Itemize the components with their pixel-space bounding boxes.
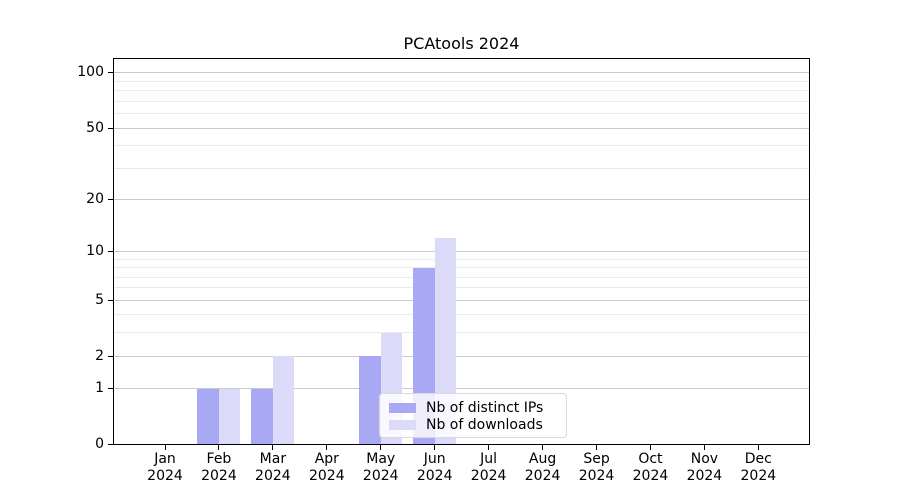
x-tick-year-sep: 2024 (578, 468, 615, 484)
x-tick-apr (326, 445, 328, 450)
x-tick-dec (757, 445, 759, 450)
x-tick-month-oct: Oct (638, 451, 663, 467)
x-tick-month-apr: Apr (314, 451, 339, 467)
x-tick-month-jun: Jun (423, 451, 446, 467)
x-tick-month-jan: Jan (154, 451, 176, 467)
x-tick-jul (488, 445, 490, 450)
y-tick-1 (108, 388, 113, 390)
legend-swatch-2 (389, 419, 416, 430)
x-tick-year-dec: 2024 (740, 468, 777, 484)
x-tick-year-jun: 2024 (416, 468, 453, 484)
x-tick-year-jul: 2024 (470, 468, 507, 484)
x-tick-jun (434, 445, 436, 450)
y-tick-0 (108, 444, 113, 445)
gridline-minor-80 (113, 90, 810, 92)
bar-downloads-feb (218, 388, 241, 445)
y-tick-10 (108, 250, 113, 252)
gridline-minor-4 (113, 314, 810, 316)
gridline-minor-6 (113, 287, 810, 289)
x-tick-feb (218, 445, 220, 450)
legend-label-1: Nb of distinct IPs (426, 399, 544, 416)
x-tick-month-jul: Jul (480, 451, 498, 467)
x-tick-label-jun: Jun 2024 (403, 451, 467, 485)
y-tick-label-5: 5 (95, 291, 104, 308)
x-tick-year-may: 2024 (362, 468, 399, 484)
legend: Nb of distinct IPs Nb of downloads (379, 393, 567, 438)
legend-swatch-1 (389, 402, 416, 413)
gridline-minor-70 (113, 100, 810, 102)
gridline-minor-9 (113, 258, 810, 260)
legend-label-2: Nb of downloads (426, 416, 543, 433)
y-tick-50 (108, 127, 113, 129)
x-tick-nov (703, 445, 705, 450)
x-tick-label-aug: Aug 2024 (511, 451, 575, 485)
x-tick-label-may: May 2024 (349, 451, 413, 485)
bar-ips-feb (197, 388, 219, 445)
bar-downloads-jun (434, 238, 457, 445)
gridline-minor-8 (113, 267, 810, 269)
legend-item-2: Nb of downloads (389, 416, 566, 433)
x-tick-sep (596, 445, 598, 450)
gridline-minor-30 (113, 167, 810, 169)
gridline-minor-7 (113, 276, 810, 278)
x-tick-year-apr: 2024 (308, 468, 345, 484)
x-tick-month-nov: Nov (690, 451, 719, 467)
chart-title: PCAtools 2024 (403, 34, 520, 53)
legend-item-1: Nb of distinct IPs (389, 399, 566, 416)
x-tick-label-sep: Sep 2024 (565, 451, 629, 485)
y-tick-label-100: 100 (77, 64, 104, 81)
x-tick-label-oct: Oct 2024 (618, 451, 682, 485)
y-tick-label-1: 1 (95, 380, 104, 397)
y-tick-label-2: 2 (95, 347, 104, 364)
y-tick-100 (108, 72, 113, 74)
x-tick-jan (164, 445, 166, 450)
gridline-minor-3 (113, 332, 810, 334)
gridline-minor-40 (113, 145, 810, 147)
x-tick-year-feb: 2024 (201, 468, 237, 484)
x-tick-label-dec: Dec 2024 (726, 451, 790, 485)
x-tick-label-mar: Mar 2024 (241, 451, 305, 485)
x-tick-year-jan: 2024 (147, 468, 183, 484)
x-tick-label-nov: Nov 2024 (672, 451, 736, 485)
gridline-minor-90 (113, 80, 810, 82)
x-tick-month-sep: Sep (583, 451, 610, 467)
x-tick-month-mar: Mar (259, 451, 287, 467)
x-tick-mar (272, 445, 274, 450)
bar-ips-may (359, 356, 381, 445)
gridline-major-20 (113, 198, 810, 200)
x-tick-label-jul: Jul 2024 (457, 451, 521, 485)
y-tick-label-0: 0 (95, 436, 104, 452)
gridline-major-1 (113, 388, 810, 390)
x-tick-year-aug: 2024 (524, 468, 561, 484)
x-tick-month-may: May (366, 451, 396, 467)
gridline-major-10 (113, 250, 810, 252)
x-tick-month-dec: Dec (744, 451, 772, 467)
x-tick-year-oct: 2024 (632, 468, 669, 484)
x-tick-aug (542, 445, 544, 450)
gridline-major-5 (113, 299, 810, 301)
bar-ips-mar (251, 388, 273, 445)
y-tick-label-50: 50 (86, 119, 104, 136)
y-tick-2 (108, 355, 113, 357)
bar-downloads-mar (272, 356, 295, 445)
x-tick-oct (649, 445, 651, 450)
x-tick-may (380, 445, 382, 450)
x-tick-year-mar: 2024 (255, 468, 291, 484)
y-tick-20 (108, 198, 113, 200)
gridline-minor-60 (113, 113, 810, 115)
gridline-major-2 (113, 355, 810, 357)
x-tick-month-aug: Aug (528, 451, 557, 467)
x-tick-label-jan: Jan 2024 (133, 451, 197, 485)
x-tick-month-feb: Feb (206, 451, 232, 467)
gridline-major-100 (113, 72, 810, 74)
y-tick-label-20: 20 (86, 190, 104, 207)
x-tick-label-feb: Feb 2024 (187, 451, 251, 485)
x-tick-year-nov: 2024 (686, 468, 723, 484)
plot-area (113, 58, 810, 445)
gridline-major-50 (113, 127, 810, 129)
y-tick-5 (108, 299, 113, 301)
y-tick-label-10: 10 (86, 242, 104, 259)
x-tick-label-apr: Apr 2024 (295, 451, 359, 485)
